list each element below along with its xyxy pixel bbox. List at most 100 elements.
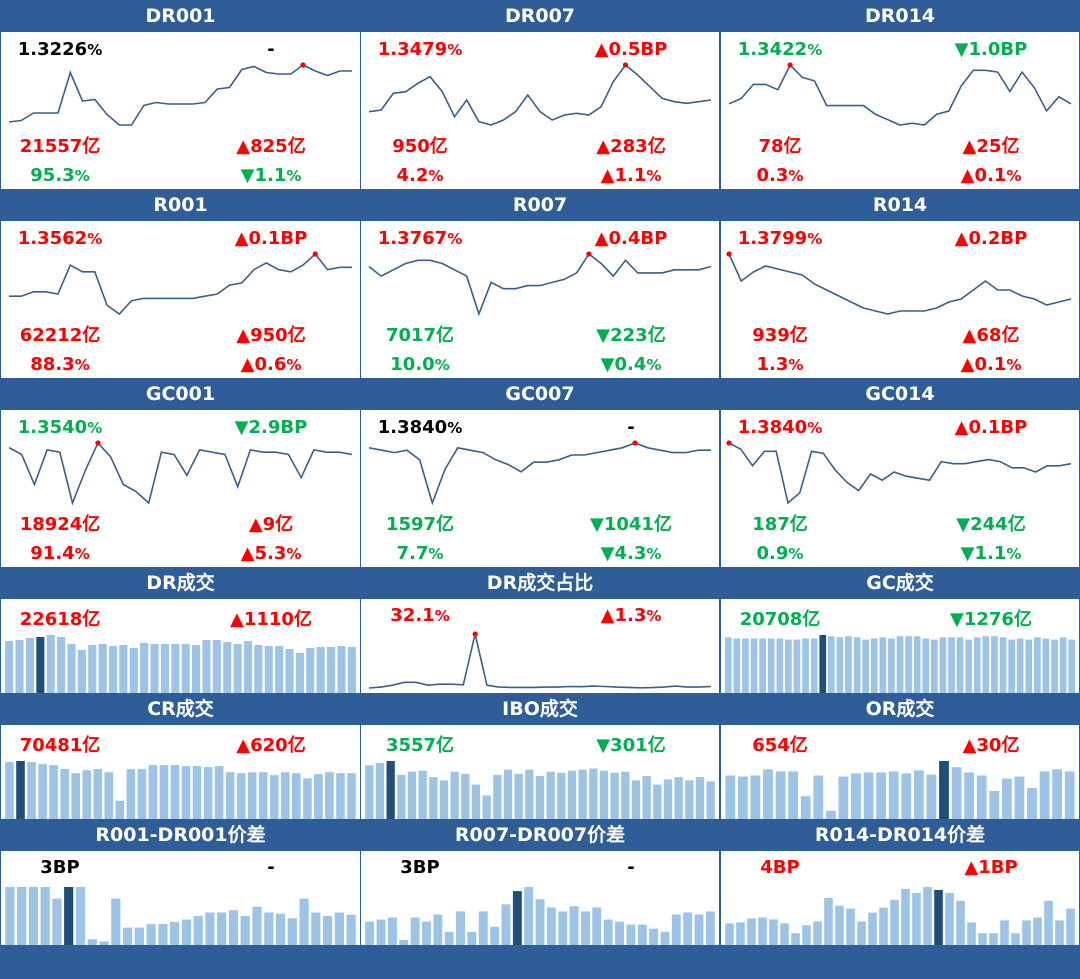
share-change: ▲0.1% xyxy=(911,165,1071,186)
change-value: - xyxy=(551,857,711,878)
share-value-text: 0.9 xyxy=(756,543,789,564)
share-value: 91.4% xyxy=(1,543,119,564)
bar xyxy=(49,765,58,819)
bar xyxy=(146,924,156,945)
latest-point-marker xyxy=(472,631,478,637)
rate-change-text: ▼2.9BP xyxy=(234,417,308,438)
bar xyxy=(202,640,211,693)
bar xyxy=(365,765,374,819)
rate-change-text: ▲0.1BP xyxy=(954,417,1028,438)
bar xyxy=(467,931,477,945)
chart-line xyxy=(368,251,712,317)
bar xyxy=(989,791,1000,819)
bar xyxy=(160,644,169,693)
volume-value-text: 950亿 xyxy=(392,136,448,157)
bar xyxy=(311,912,321,945)
latest-point-marker xyxy=(632,440,638,446)
panel-title: DR014 xyxy=(721,1,1079,32)
rate-value: 1.3767% xyxy=(361,228,479,249)
panel-GC001: GC001 1.3540% ▼2.9BP 18924亿 ▲9亿 91.4% ▲5.3% xyxy=(1,379,360,567)
volume-value-text: 62212亿 xyxy=(19,325,101,346)
change-value: ▼301亿 xyxy=(551,731,711,757)
rate-value-unit: % xyxy=(447,230,463,248)
share-change-text: ▼1.1 xyxy=(240,165,287,186)
volume-value-text: 7017亿 xyxy=(385,325,455,346)
bar xyxy=(240,916,250,945)
bar xyxy=(694,914,704,945)
share-value-unit: % xyxy=(74,356,90,374)
bar xyxy=(912,892,921,945)
primary-value: 22618亿 xyxy=(1,605,119,631)
bar xyxy=(1000,920,1009,945)
share-value: 0.3% xyxy=(721,165,839,186)
bar xyxy=(205,912,215,945)
share-value-text: 7.7 xyxy=(396,543,429,564)
rate-change-text: ▼1.0BP xyxy=(954,39,1028,60)
bar xyxy=(775,771,786,819)
bar xyxy=(826,810,836,819)
bar xyxy=(233,644,242,693)
share-value-text: 1.3 xyxy=(756,354,789,375)
panel-R007-DR007-spread: R007-DR007价差 3BP - xyxy=(361,820,719,945)
bar xyxy=(397,775,406,819)
panel-title: DR成交占比 xyxy=(361,568,719,599)
bar xyxy=(252,906,262,945)
bar xyxy=(501,904,511,945)
panel-CR-volume: CR成交 70481亿 ▲620亿 xyxy=(1,694,360,819)
bar xyxy=(334,912,344,945)
volume-value: 18924亿 xyxy=(1,510,119,536)
bar xyxy=(327,647,336,693)
bar xyxy=(123,927,133,945)
share-change-unit: % xyxy=(1006,545,1022,563)
rate-change-text: - xyxy=(267,39,275,60)
bar xyxy=(738,776,748,819)
panel-title: CR成交 xyxy=(1,694,360,725)
volume-value: 950亿 xyxy=(361,132,479,158)
share-value: 88.3% xyxy=(1,354,119,375)
panel-title: DR001 xyxy=(1,1,360,32)
rate-value-text: 1.3540 xyxy=(17,417,88,438)
bar xyxy=(212,640,221,693)
rate-value-unit: % xyxy=(807,41,823,59)
bar xyxy=(388,917,397,945)
bar xyxy=(98,644,107,693)
bar xyxy=(1042,638,1050,693)
bar xyxy=(150,644,159,693)
bar xyxy=(999,637,1007,693)
chart-line xyxy=(8,62,352,126)
bar xyxy=(375,763,385,819)
bar xyxy=(845,636,852,693)
change-value-text: - xyxy=(627,857,635,878)
bar xyxy=(637,924,647,945)
share-change-unit: % xyxy=(1006,167,1022,185)
bar xyxy=(813,921,822,945)
bar xyxy=(264,646,273,693)
change-value-text: ▲1.3 xyxy=(600,605,647,626)
panel-title: OR成交 xyxy=(721,694,1079,725)
bar xyxy=(450,771,459,819)
bar xyxy=(535,899,545,945)
rate-change-text: ▲0.2BP xyxy=(954,228,1028,249)
primary-value-text: 3BP xyxy=(40,857,80,878)
panel-GC007: GC007 1.3840% -1597亿 ▼1041亿 7.7% ▼4.3% xyxy=(361,379,719,567)
bar xyxy=(835,905,844,945)
bar xyxy=(134,927,144,945)
bar xyxy=(914,770,924,819)
chart-line xyxy=(368,62,712,126)
bar xyxy=(525,769,534,819)
bar xyxy=(303,778,312,819)
bar xyxy=(1022,920,1031,945)
bar xyxy=(948,637,955,693)
bar xyxy=(901,773,912,819)
primary-value-text: 32.1 xyxy=(390,605,435,626)
bar xyxy=(126,769,136,819)
series-line xyxy=(368,442,711,506)
share-change-text: ▲1.1 xyxy=(600,165,647,186)
volume-change-text: ▲9亿 xyxy=(248,514,294,535)
bar xyxy=(5,887,15,945)
rate-change-text: - xyxy=(627,417,635,438)
series-line xyxy=(728,253,1072,315)
primary-value: 3557亿 xyxy=(361,731,479,757)
bar xyxy=(705,911,715,945)
volume-change: ▼1041亿 xyxy=(551,510,711,536)
